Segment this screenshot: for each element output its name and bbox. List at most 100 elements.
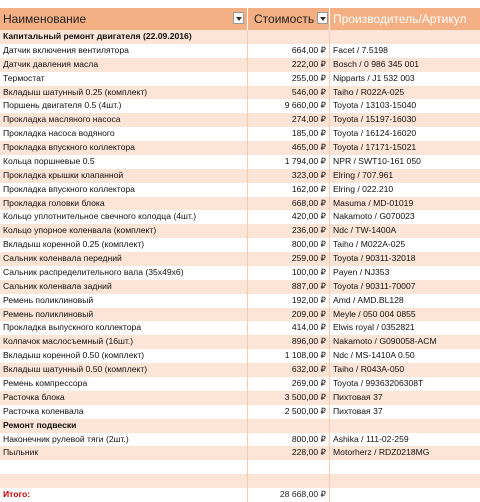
item-name[interactable]: Прокладка впускного коллектора bbox=[0, 141, 248, 155]
cell[interactable] bbox=[330, 488, 480, 502]
item-name[interactable]: Вкладыш коренной 0.50 (комплект) bbox=[0, 349, 248, 364]
item-maker[interactable]: Nipparts / J1 532 003 bbox=[333, 72, 415, 83]
item-maker[interactable]: Bosch / 0 986 345 001 bbox=[333, 58, 420, 69]
item-name[interactable]: Кольцо уплотнительное свечного колодца (… bbox=[0, 210, 248, 225]
item-name[interactable]: Сальник распределительного вала (35x49x6… bbox=[0, 265, 248, 280]
item-name[interactable]: Сальник коленвала передний bbox=[0, 252, 248, 266]
item-cost[interactable]: 465,00 ₽ bbox=[248, 141, 330, 155]
item-cost[interactable]: 162,00 ₽ bbox=[248, 182, 330, 197]
item-maker[interactable]: Payen / NJ353 bbox=[333, 266, 390, 277]
total-value[interactable]: 28 668,00 ₽ bbox=[248, 488, 330, 502]
item-maker[interactable]: NPR / SWT10-161 050 bbox=[333, 155, 421, 166]
item-name[interactable]: Ремень компрессора bbox=[0, 377, 248, 391]
item-name[interactable]: Сальник коленвала задний bbox=[0, 279, 248, 294]
cell[interactable] bbox=[330, 30, 480, 44]
item-name[interactable]: Прокладка насоса водяного bbox=[0, 127, 248, 142]
item-name[interactable]: Ремень поликлиновый bbox=[0, 293, 248, 308]
item-cost[interactable]: 9 660,00 ₽ bbox=[248, 99, 330, 114]
item-maker[interactable]: Elring / 707.961 bbox=[333, 169, 394, 180]
item-cost[interactable]: 2 500,00 ₽ bbox=[248, 404, 330, 419]
item-cost[interactable]: 1 108,00 ₽ bbox=[248, 349, 330, 364]
item-name[interactable]: Датчик включения вентилятора bbox=[0, 43, 248, 58]
item-maker[interactable]: Taiho / R043A-050 bbox=[333, 364, 405, 375]
item-name[interactable]: Прокладка масляного насоса bbox=[0, 113, 248, 128]
item-maker[interactable]: Toyota / 15197-16030 bbox=[333, 114, 417, 125]
item-name[interactable]: Кольцо упорное коленвала (комплект) bbox=[0, 224, 248, 239]
item-name[interactable]: Прокладка выпускного коллектора bbox=[0, 321, 248, 336]
item-name[interactable]: Наконечник рулевой тяги (2шт.) bbox=[0, 432, 248, 447]
item-maker[interactable]: Motorherz / RDZ0218MG bbox=[333, 447, 430, 458]
cell[interactable] bbox=[0, 460, 248, 475]
cell[interactable] bbox=[330, 460, 480, 474]
item-cost[interactable]: 228,00 ₽ bbox=[248, 446, 330, 461]
column-header[interactable]: Наименование bbox=[0, 8, 248, 30]
item-cost[interactable]: 269,00 ₽ bbox=[248, 377, 330, 391]
item-name[interactable]: Колпачок маслосъемный (16шт.) bbox=[0, 335, 248, 350]
column-header[interactable]: Стоимость bbox=[248, 8, 330, 30]
item-cost[interactable]: 1 794,00 ₽ bbox=[248, 154, 330, 169]
item-cost[interactable]: 420,00 ₽ bbox=[248, 210, 330, 225]
section-title[interactable]: Ремонт подвески bbox=[0, 418, 248, 433]
item-maker[interactable]: Toyota / 90311-70007 bbox=[333, 280, 416, 291]
item-name[interactable]: Поршень двигателя 0.5 (4шт.) bbox=[0, 99, 248, 114]
item-maker[interactable]: Toyota / 17171-15021 bbox=[333, 142, 417, 153]
item-maker[interactable]: Ndc / TW-1400A bbox=[333, 225, 397, 236]
item-maker[interactable]: Toyota / 90311-32018 bbox=[333, 253, 416, 264]
item-cost[interactable]: 414,00 ₽ bbox=[248, 321, 330, 336]
cell[interactable] bbox=[248, 418, 330, 433]
item-maker[interactable]: Nakamoto / G070023 bbox=[333, 211, 415, 222]
item-maker[interactable]: Amd / AMD.BL128 bbox=[333, 294, 404, 305]
cell[interactable] bbox=[248, 30, 330, 44]
item-maker[interactable]: Nakamoto / G090058-ACM bbox=[333, 336, 437, 347]
cell[interactable] bbox=[330, 419, 480, 433]
item-cost[interactable]: 192,00 ₽ bbox=[248, 293, 330, 308]
item-cost[interactable]: 100,00 ₽ bbox=[248, 265, 330, 280]
item-cost[interactable]: 632,00 ₽ bbox=[248, 363, 330, 377]
item-maker[interactable]: Toyota / 16124-16020 bbox=[333, 128, 417, 139]
item-cost[interactable]: 896,00 ₽ bbox=[248, 335, 330, 350]
item-name[interactable]: Вкладыш шатунный 0.50 (комплект) bbox=[0, 363, 248, 377]
item-cost[interactable]: 274,00 ₽ bbox=[248, 113, 330, 128]
item-maker[interactable]: Elring / 022.210 bbox=[333, 183, 394, 194]
cell[interactable] bbox=[330, 474, 480, 488]
item-cost[interactable]: 664,00 ₽ bbox=[248, 43, 330, 58]
filter-button[interactable] bbox=[233, 12, 244, 24]
cell[interactable] bbox=[248, 460, 330, 475]
item-name[interactable]: Термостат bbox=[0, 71, 248, 86]
item-maker[interactable]: Meyle / 050 004 0855 bbox=[333, 308, 416, 319]
item-maker[interactable]: Toyota / 13103-15040 bbox=[333, 100, 417, 111]
item-maker[interactable]: Toyota / 99363206308T bbox=[333, 378, 424, 388]
column-header[interactable]: Производитель/Артикул bbox=[333, 12, 467, 26]
item-name[interactable]: Прокладка крышки клапанной bbox=[0, 168, 248, 183]
item-name[interactable]: Прокладка впускного коллектора bbox=[0, 182, 248, 197]
item-cost[interactable]: 236,00 ₽ bbox=[248, 224, 330, 239]
item-name[interactable]: Вкладыш шатунный 0.25 (комплект) bbox=[0, 85, 248, 100]
item-name[interactable]: Кольца поршневые 0.5 bbox=[0, 154, 248, 169]
item-cost[interactable]: 222,00 ₽ bbox=[248, 57, 330, 72]
item-name[interactable]: Вкладыш коренной 0.25 (комплект) bbox=[0, 238, 248, 253]
item-cost[interactable]: 255,00 ₽ bbox=[248, 71, 330, 86]
item-maker[interactable]: Ndc / MS-1410A 0.50 bbox=[333, 350, 415, 361]
item-cost[interactable]: 185,00 ₽ bbox=[248, 127, 330, 142]
filter-button[interactable] bbox=[317, 12, 328, 24]
item-cost[interactable]: 323,00 ₽ bbox=[248, 168, 330, 183]
item-maker[interactable]: Пихтовая 37 bbox=[333, 391, 383, 402]
item-name[interactable]: Ремень поликлиновый bbox=[0, 307, 248, 322]
item-name[interactable]: Расточка коленвала bbox=[0, 404, 248, 419]
total-label[interactable]: Итого: bbox=[0, 488, 248, 502]
item-cost[interactable]: 209,00 ₽ bbox=[248, 307, 330, 322]
item-name[interactable]: Датчик давления масла bbox=[0, 57, 248, 72]
item-maker[interactable]: Elwis royal / 0352821 bbox=[333, 322, 415, 333]
cell[interactable] bbox=[248, 474, 330, 489]
item-cost[interactable]: 668,00 ₽ bbox=[248, 196, 330, 211]
item-name[interactable]: Прокладка головки блока bbox=[0, 196, 248, 211]
item-maker[interactable]: Taiho / M022A-025 bbox=[333, 239, 406, 250]
item-name[interactable]: Расточка блока bbox=[0, 390, 248, 405]
item-cost[interactable]: 887,00 ₽ bbox=[248, 279, 330, 294]
item-cost[interactable]: 546,00 ₽ bbox=[248, 85, 330, 100]
cell[interactable] bbox=[0, 474, 248, 489]
item-maker[interactable]: Taiho / R022A-025 bbox=[333, 86, 405, 97]
item-cost[interactable]: 259,00 ₽ bbox=[248, 252, 330, 266]
item-cost[interactable]: 3 500,00 ₽ bbox=[248, 390, 330, 405]
item-maker[interactable]: Пихтовая 37 bbox=[333, 405, 383, 416]
